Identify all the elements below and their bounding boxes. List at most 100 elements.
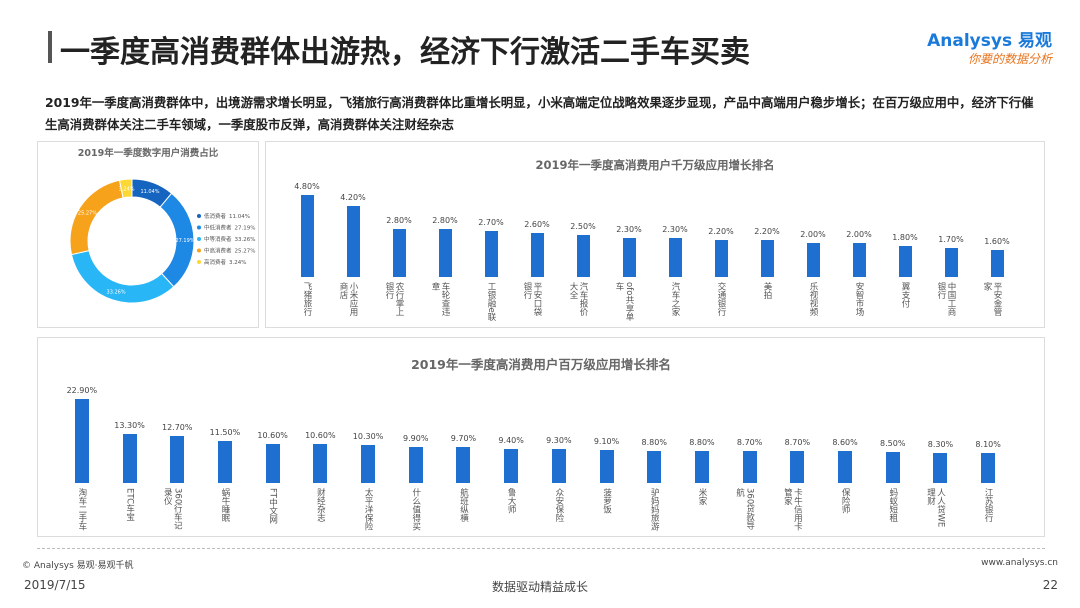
bar	[898, 246, 912, 277]
value-label: 2.70%	[478, 218, 504, 228]
x-tick-label: 菠萝饭	[601, 488, 612, 514]
bar	[742, 451, 757, 483]
value-label: 1.70%	[938, 235, 964, 245]
x-tick-label: 蜗牛睡眠	[219, 488, 230, 522]
slice-label: 11.04%	[140, 189, 159, 195]
legend-value: 27.19%	[235, 226, 256, 232]
bar	[852, 243, 866, 277]
x-tick-label: 安智市场	[854, 282, 864, 316]
legend-label: 中低消费者 27.19%	[204, 224, 256, 232]
footer-line	[37, 548, 1045, 549]
legend-value: 25.27%	[235, 249, 256, 255]
legend-label: 中高消费者 25.27%	[204, 247, 256, 255]
x-tick-label: 米家	[696, 488, 707, 505]
bar	[217, 440, 232, 483]
value-label: 2.20%	[754, 226, 780, 236]
chart-title: 2019年一季度数字用户消费占比	[78, 147, 219, 159]
x-tick-label: 乐视视频	[808, 282, 818, 316]
x-tick-label: 交通银行	[716, 282, 726, 316]
legend-name: 中高消费者	[204, 247, 232, 255]
value-label: 1.80%	[892, 233, 918, 243]
bar	[122, 434, 137, 483]
bar	[313, 444, 328, 483]
bar	[504, 448, 519, 483]
value-label: 2.00%	[800, 230, 826, 239]
website: www.analysys.cn	[981, 558, 1058, 568]
x-tick-label: 蚂蚁短租	[887, 488, 898, 522]
bar	[74, 398, 89, 483]
x-tick-label: FT中文网	[267, 488, 278, 524]
title-accent	[48, 31, 52, 63]
value-label: 8.80%	[641, 437, 667, 447]
x-tick-label: 车轮查违章	[430, 282, 450, 316]
value-label: 9.10%	[593, 436, 620, 446]
bar	[599, 449, 614, 483]
value-label: 8.80%	[689, 437, 715, 447]
legend-swatch	[197, 237, 201, 241]
x-tick-label: 汽车之家	[670, 282, 680, 316]
bar	[647, 450, 662, 483]
bar	[838, 451, 853, 483]
x-tick-label: ETC车宝	[124, 488, 135, 521]
value-label: 12.70%	[161, 423, 193, 433]
bar	[714, 239, 728, 277]
x-tick-label: ofo共享单车	[614, 282, 634, 321]
bar	[944, 248, 958, 277]
legend-value: 33.26%	[235, 237, 256, 243]
bar	[933, 452, 948, 483]
page-number: 22	[1042, 578, 1058, 592]
value-label: 10.30%	[352, 432, 384, 442]
value-label: 4.20%	[340, 192, 366, 202]
bar	[806, 243, 820, 277]
value-label: 8.60%	[832, 438, 858, 448]
panel	[37, 141, 259, 328]
value-label: 13.30%	[114, 421, 145, 431]
value-label: 22.90%	[66, 385, 98, 395]
value-label: 2.00%	[846, 230, 872, 239]
x-tick-label: 保险师	[840, 488, 851, 514]
x-tick-label: 鲁大师	[506, 488, 517, 514]
value-label: 8.30%	[927, 439, 954, 449]
x-tick-label: 农行掌上银行	[384, 282, 404, 316]
value-label: 2.80%	[386, 216, 412, 226]
bar	[885, 451, 900, 483]
bar	[530, 232, 544, 277]
bar	[170, 436, 185, 483]
legend-value: 11.04%	[229, 214, 250, 220]
bar	[576, 234, 590, 277]
bar	[981, 453, 996, 483]
donut-slice	[118, 178, 133, 199]
x-tick-label: 众安保险	[553, 488, 564, 522]
value-label: 2.30%	[616, 224, 642, 234]
x-tick-label: 平安口袋银行	[522, 282, 542, 316]
slice-label: 33.26%	[107, 290, 126, 296]
legend-swatch	[197, 214, 201, 218]
value-label: 8.70%	[784, 438, 811, 448]
value-label: 9.90%	[403, 433, 429, 443]
value-label: 9.40%	[498, 435, 524, 445]
bar	[668, 237, 682, 277]
x-tick-label: 财经杂志	[315, 488, 326, 522]
slogan: 你要的数据分析	[967, 52, 1052, 66]
bar	[456, 447, 471, 483]
slide-title: 一季度高消费群体出游热，经济下行激活二手车买卖	[60, 35, 750, 70]
x-tick-label: 360贷款导航	[734, 488, 755, 530]
donut-slice	[69, 179, 124, 256]
legend-name: 高消费者	[204, 258, 227, 266]
bar	[694, 450, 709, 483]
x-tick-label: 太平洋保险	[363, 488, 374, 531]
value-label: 2.50%	[570, 221, 596, 231]
value-label: 8.50%	[880, 438, 906, 448]
bar	[990, 249, 1004, 277]
legend-swatch	[197, 260, 201, 264]
x-tick-label: 什么值得买	[410, 488, 421, 531]
value-label: 9.30%	[546, 435, 572, 445]
x-tick-label: 航班纵横	[458, 488, 469, 522]
x-tick-label: 美拍	[762, 282, 772, 299]
copyright: © Analysys 易观·易观千帆	[22, 561, 134, 571]
x-tick-label: 翼支付	[900, 282, 910, 308]
summary: 2019年一季度高消费群体中，出境游需求增长明显，飞猪旅行高消费群体比重增长明显…	[45, 95, 1034, 132]
bar	[361, 445, 376, 483]
x-tick-label: 江苏银行	[983, 488, 994, 522]
